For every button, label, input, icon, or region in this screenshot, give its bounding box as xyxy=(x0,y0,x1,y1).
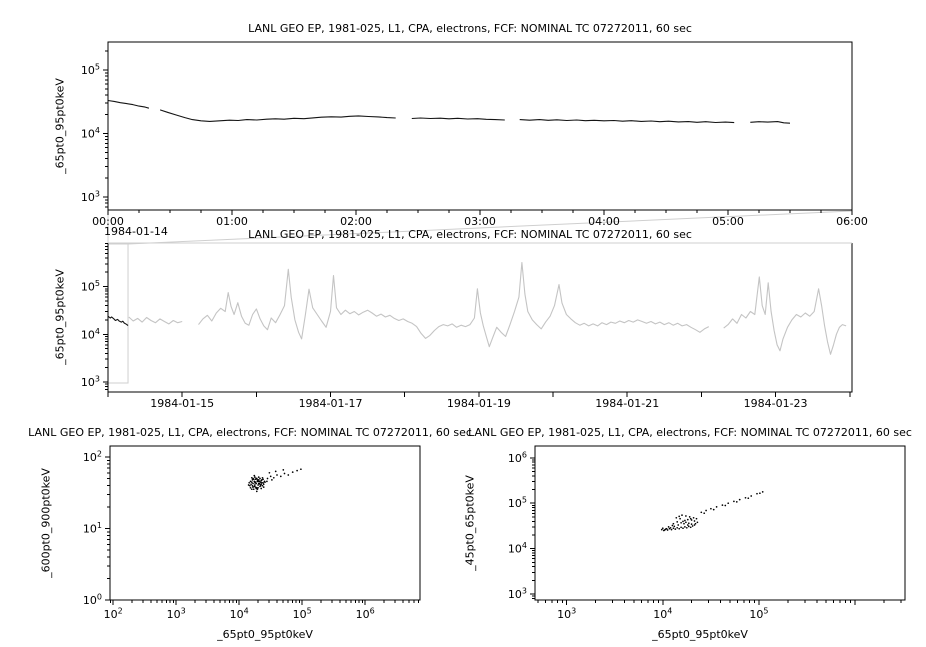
svg-text:104: 104 xyxy=(81,327,100,342)
plot4-title: LANL GEO EP, 1981-025, L1, CPA, electron… xyxy=(468,426,912,439)
plot1-title: LANL GEO EP, 1981-025, L1, CPA, electron… xyxy=(248,22,692,35)
svg-text:104: 104 xyxy=(508,541,527,556)
plot3-title: LANL GEO EP, 1981-025, L1, CPA, electron… xyxy=(28,426,472,439)
svg-text:101: 101 xyxy=(83,521,102,536)
svg-text:106: 106 xyxy=(356,607,375,622)
svg-text:104: 104 xyxy=(81,126,100,141)
svg-text:105: 105 xyxy=(749,607,768,622)
detail-timeseries-series xyxy=(107,99,791,124)
svg-text:00:00: 00:00 xyxy=(92,215,124,228)
svg-text:02:00: 02:00 xyxy=(340,215,372,228)
svg-text:06:00: 06:00 xyxy=(836,215,868,228)
plot4-ylabel: _45pt0_65pt0keV xyxy=(463,475,477,571)
plot3-xlabel: _65pt0_95pt0keV xyxy=(217,628,313,641)
svg-text:1984-01-23: 1984-01-23 xyxy=(744,397,808,410)
svg-text:103: 103 xyxy=(81,189,100,204)
plot4-xlabel: _65pt0_95pt0keV xyxy=(652,628,748,641)
overview-timeseries-series xyxy=(107,261,847,355)
svg-text:103: 103 xyxy=(557,607,576,622)
plot1-start-date: 1984-01-14 xyxy=(104,225,168,238)
svg-text:102: 102 xyxy=(83,450,102,465)
svg-text:103: 103 xyxy=(167,607,186,622)
svg-text:1984-01-15: 1984-01-15 xyxy=(150,397,214,410)
svg-text:105: 105 xyxy=(293,607,312,622)
scatter-600-900-vs-65-95-series xyxy=(247,468,302,493)
scatter-600-900-vs-65-95-frame-and-axes: 100 101 102 102 103 104 105 106 xyxy=(83,445,421,622)
svg-text:103: 103 xyxy=(508,587,527,602)
svg-text:100: 100 xyxy=(83,593,102,608)
svg-text:01:00: 01:00 xyxy=(216,215,248,228)
svg-text:104: 104 xyxy=(653,607,672,622)
plot2-ylabel: _65pt0_95pt0keV xyxy=(53,269,67,365)
svg-text:03:00: 03:00 xyxy=(464,215,496,228)
svg-text:105: 105 xyxy=(81,279,100,294)
plot3-ylabel: _600pt0_900pt0keV xyxy=(39,468,53,578)
svg-text:1984-01-17: 1984-01-17 xyxy=(299,397,363,410)
svg-text:104: 104 xyxy=(230,607,249,622)
svg-text:105: 105 xyxy=(81,62,100,77)
plot2-title: LANL GEO EP, 1981-025, L1, CPA, electron… xyxy=(248,228,692,241)
svg-text:1984-01-21: 1984-01-21 xyxy=(595,397,659,410)
detail-timeseries-frame-and-axes: 103 104 105 00:00 01:00 02:00 03:00 04:00 05:00 0… xyxy=(81,41,868,228)
svg-text:04:00: 04:00 xyxy=(588,215,620,228)
svg-text:103: 103 xyxy=(81,374,100,389)
svg-text:102: 102 xyxy=(104,607,123,622)
plot1-ylabel: _65pt0_95pt0keV xyxy=(53,78,67,174)
svg-text:05:00: 05:00 xyxy=(712,215,744,228)
scatter-45-65-vs-65-95-series xyxy=(660,491,764,532)
overview-timeseries-frame-and-axes: 103 104 105 1984-01-15 1984-01-17 1984-01-19 1… xyxy=(81,242,853,410)
svg-text:106: 106 xyxy=(508,450,527,465)
svg-text:1984-01-19: 1984-01-19 xyxy=(447,397,511,410)
svg-text:105: 105 xyxy=(508,496,527,511)
scatter-45-65-vs-65-95-frame-and-axes: 103 104 105 106 103 104 105 xyxy=(508,445,906,622)
